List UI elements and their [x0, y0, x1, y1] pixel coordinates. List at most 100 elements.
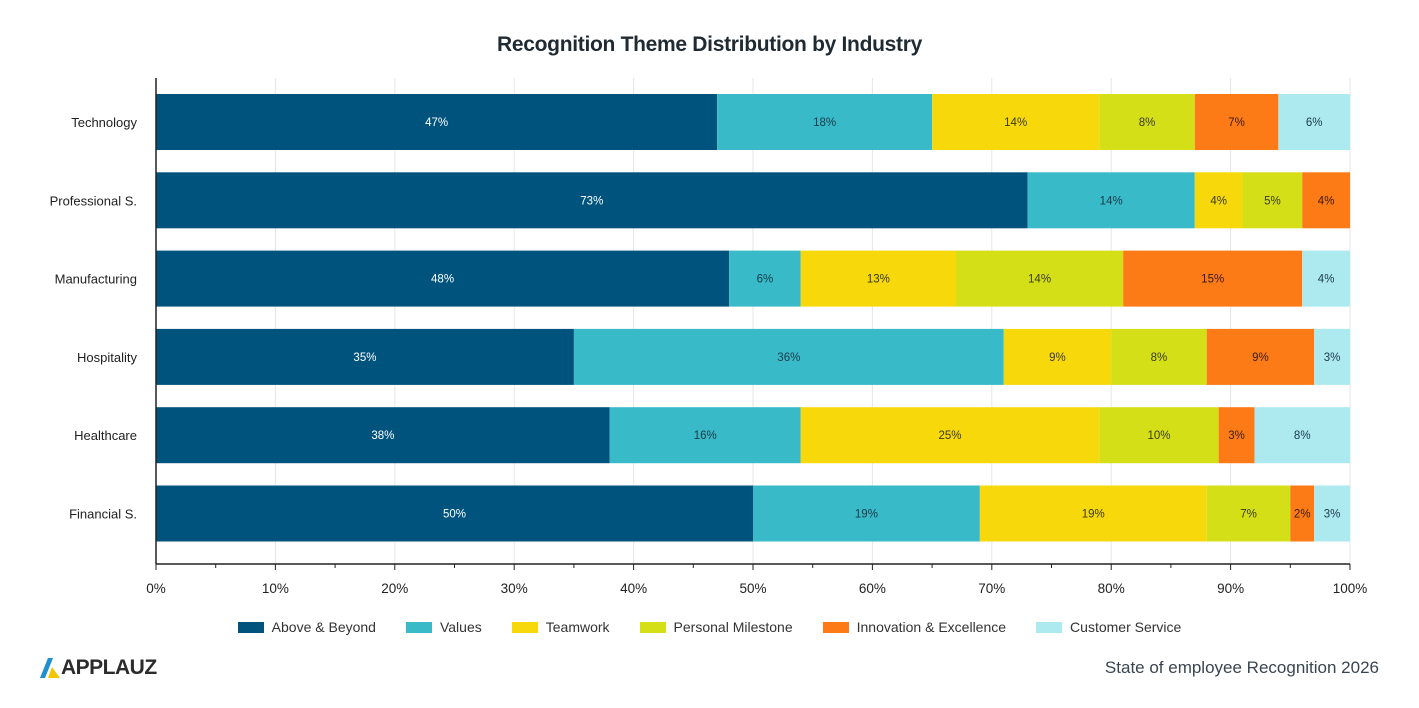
bar-segment	[156, 328, 574, 385]
bar-segment	[1302, 172, 1350, 229]
data-label: 9%	[1252, 352, 1269, 364]
legend-swatch	[822, 621, 849, 633]
bar-segment	[1278, 94, 1350, 150]
data-label: 10%	[1147, 430, 1170, 442]
bar-segment	[1242, 172, 1303, 229]
x-tick-label: 50%	[739, 581, 766, 596]
data-label: 3%	[1228, 430, 1245, 442]
data-label: 13%	[867, 274, 890, 286]
x-tick-label: 90%	[1217, 581, 1244, 596]
x-tick-label: 20%	[381, 581, 408, 596]
data-label: 4%	[1318, 195, 1335, 207]
bar-segment	[753, 485, 980, 542]
data-label: 35%	[353, 352, 376, 364]
brand-logo: APPLAUZ	[40, 656, 157, 680]
bar-segment	[800, 250, 956, 307]
bar-segment	[156, 407, 610, 464]
bar-segment	[1194, 94, 1279, 150]
data-label: 73%	[580, 195, 603, 207]
bar-segment	[156, 172, 1028, 229]
data-label: 14%	[1028, 274, 1051, 286]
data-label: 48%	[431, 274, 454, 286]
chart-legend: Above & Beyond Values Teamwork Personal Mil…	[0, 619, 1419, 635]
legend-swatch	[405, 621, 432, 633]
bar-segment	[1027, 172, 1195, 229]
bar-segment	[1206, 328, 1315, 385]
category-label: Technology	[71, 115, 137, 130]
bar-segment	[156, 485, 753, 542]
data-label: 50%	[443, 509, 466, 521]
data-label: 7%	[1240, 509, 1257, 521]
stacked-bar-chart: 47% 18% 14% 8% 7% 6% Technology 73% 14% 4% 5% 4% Pro…	[50, 78, 1368, 596]
x-tick-label: 0%	[146, 581, 166, 596]
x-tick-label: 60%	[859, 581, 886, 596]
bar-segment	[1099, 94, 1195, 150]
data-label: 7%	[1228, 117, 1245, 129]
data-label: 14%	[1100, 195, 1123, 207]
data-label: 3%	[1324, 352, 1341, 364]
x-tick-label: 80%	[1098, 581, 1125, 596]
bar-segment	[932, 94, 1100, 150]
data-label: 9%	[1049, 352, 1066, 364]
data-label: 15%	[1201, 274, 1224, 286]
bar-segment	[1302, 250, 1350, 307]
bar-segment	[1218, 407, 1255, 464]
bar-segment	[800, 407, 1100, 464]
applauz-logo-icon	[40, 658, 60, 678]
legend-item: Customer Service	[1036, 619, 1181, 635]
data-label: 14%	[1004, 117, 1027, 129]
legend-label: Personal Milestone	[673, 619, 793, 635]
bar-segment	[1003, 328, 1112, 385]
bar-segment	[1111, 328, 1207, 385]
data-label: 16%	[694, 430, 717, 442]
footer-note: State of employee Recognition 2026	[1104, 658, 1379, 677]
brand-name: APPLAUZ	[61, 656, 157, 679]
data-label: 25%	[938, 430, 961, 442]
bar-segment	[1123, 250, 1303, 307]
legend-item: Above & Beyond	[237, 619, 376, 635]
chart-title: Recognition Theme Distribution by Indust…	[497, 33, 922, 56]
bar-segment	[1099, 407, 1219, 464]
category-label: Manufacturing	[55, 272, 137, 287]
bar-segment	[156, 94, 718, 150]
bar-segment	[1206, 485, 1291, 542]
bar-segment	[573, 328, 1004, 385]
legend-item: Teamwork	[511, 619, 610, 635]
data-label: 6%	[757, 274, 774, 286]
x-tick-label: 40%	[620, 581, 647, 596]
legend-label: Values	[439, 619, 482, 635]
data-label: 8%	[1151, 352, 1168, 364]
category-label: Financial S.	[69, 507, 137, 522]
legend-label: Innovation & Excellence	[856, 619, 1007, 635]
legend-item: Personal Milestone	[639, 619, 793, 635]
data-label: 47%	[425, 117, 448, 129]
category-label: Healthcare	[74, 428, 137, 443]
data-label: 3%	[1324, 509, 1341, 521]
data-label: 18%	[813, 117, 836, 129]
bar-segment	[1194, 172, 1243, 229]
legend-label: Customer Service	[1070, 619, 1182, 635]
bar-segment	[1254, 407, 1350, 464]
bar-segment	[979, 485, 1207, 542]
data-label: 4%	[1210, 195, 1227, 207]
x-tick-label: 10%	[262, 581, 289, 596]
data-label: 19%	[1082, 509, 1105, 521]
x-tick-label: 100%	[1333, 581, 1368, 596]
x-tick-label: 30%	[501, 581, 528, 596]
legend-swatch	[1036, 621, 1063, 633]
data-label: 4%	[1318, 274, 1335, 286]
data-label: 38%	[371, 430, 394, 442]
bar-segment	[717, 94, 933, 150]
category-label: Hospitality	[77, 350, 137, 365]
bar-segment	[1290, 485, 1315, 542]
legend-item: Innovation & Excellence	[822, 619, 1007, 635]
data-label: 36%	[777, 352, 800, 364]
data-label: 8%	[1139, 117, 1156, 129]
legend-item: Values	[405, 619, 482, 635]
bar-segment	[1314, 328, 1350, 385]
legend-label: Teamwork	[545, 619, 610, 635]
legend-swatch	[639, 621, 666, 633]
bar-segment	[955, 250, 1124, 307]
bar-segment	[609, 407, 801, 464]
x-tick-label: 70%	[978, 581, 1005, 596]
